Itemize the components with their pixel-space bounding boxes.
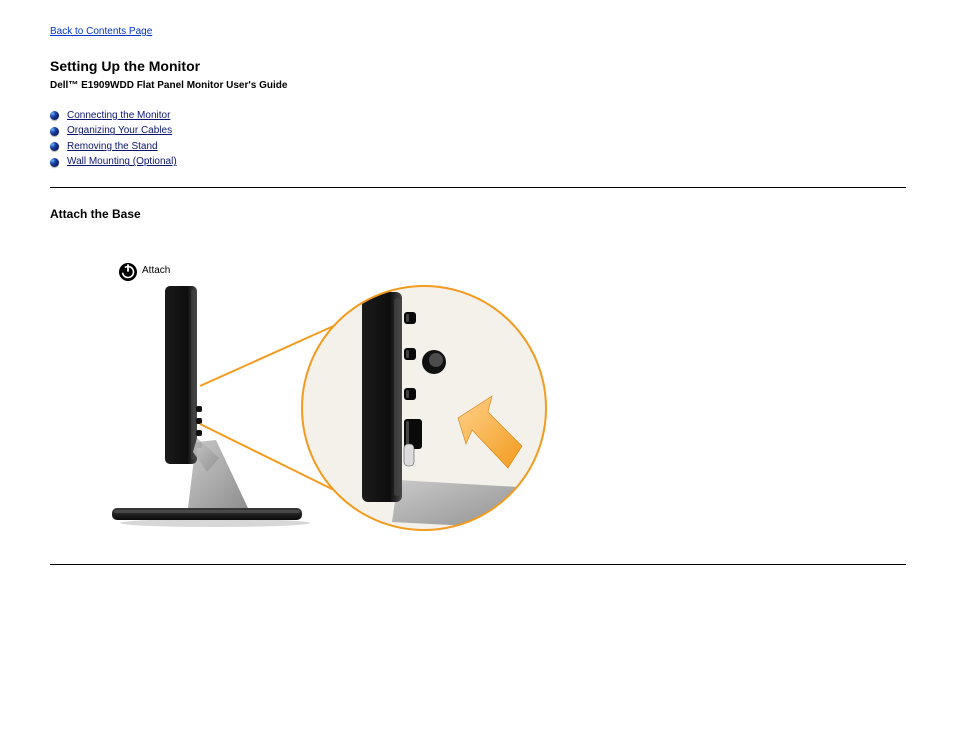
table-of-contents: Connecting the Monitor Organizing Your C…	[50, 109, 906, 169]
divider	[50, 564, 906, 565]
bullet-icon	[50, 158, 59, 167]
toc-link-removing[interactable]: Removing the Stand	[67, 140, 158, 154]
attach-base-illustration	[50, 232, 570, 550]
divider	[50, 187, 906, 188]
attach-base-figure: Attach	[50, 232, 570, 550]
bullet-icon	[50, 127, 59, 136]
toc-link-connecting[interactable]: Connecting the Monitor	[67, 109, 170, 123]
bullet-icon	[50, 111, 59, 120]
bullet-icon	[50, 142, 59, 151]
section-heading: Attach the Base	[50, 206, 906, 222]
toc-link-wallmount[interactable]: Wall Mounting (Optional)	[67, 155, 177, 169]
toc-link-organizing[interactable]: Organizing Your Cables	[67, 124, 172, 138]
back-to-contents-link[interactable]: Back to Contents Page	[50, 26, 152, 37]
page-subtitle: Dell™ E1909WDD Flat Panel Monitor User's…	[50, 79, 906, 93]
page-title: Setting Up the Monitor	[50, 57, 906, 76]
